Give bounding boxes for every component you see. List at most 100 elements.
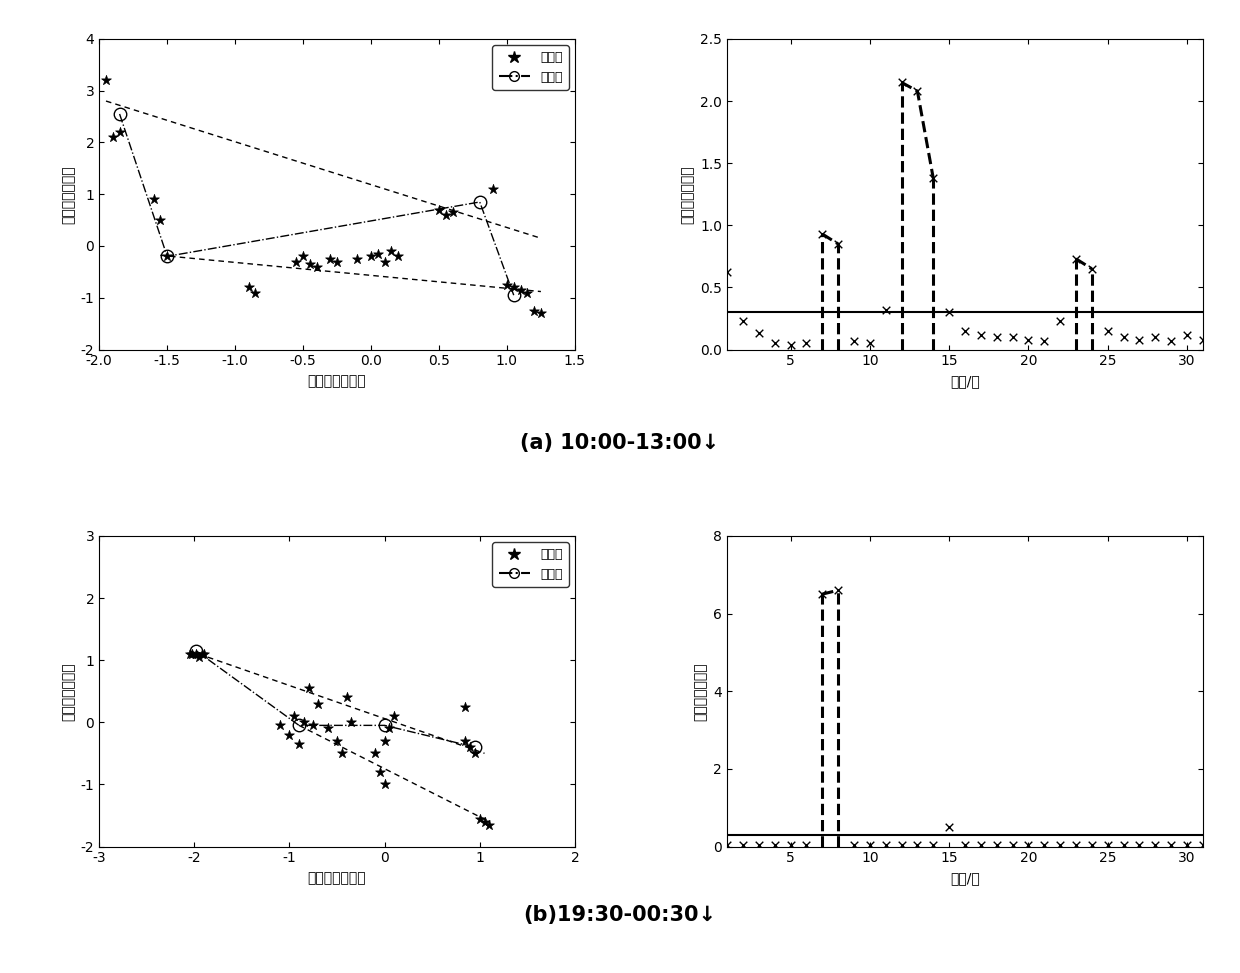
Point	[859, 838, 879, 853]
Point	[317, 721, 337, 737]
Point	[1003, 329, 1023, 344]
Point	[717, 837, 737, 852]
Point	[284, 708, 304, 724]
Point	[1130, 838, 1149, 853]
Point	[480, 817, 500, 833]
Point	[525, 303, 544, 318]
Point	[475, 813, 495, 829]
Point	[1114, 329, 1133, 344]
Point	[286, 254, 306, 270]
Y-axis label: 归一化的波动率: 归一化的波动率	[61, 164, 76, 224]
Point	[379, 721, 399, 737]
Point	[955, 838, 975, 853]
X-axis label: 归一化的屠风率: 归一化的屠风率	[308, 374, 366, 388]
Point	[924, 170, 944, 186]
Point	[103, 129, 123, 145]
Point	[190, 649, 210, 665]
Point	[1130, 332, 1149, 347]
Point	[892, 75, 911, 90]
Point	[531, 306, 551, 321]
Point	[765, 838, 785, 853]
Point	[859, 336, 879, 351]
Point	[1161, 333, 1180, 348]
Point	[429, 202, 449, 218]
Point	[374, 776, 394, 792]
Point	[1097, 838, 1117, 853]
Point	[1034, 838, 1054, 853]
Point	[875, 838, 895, 853]
Point	[144, 192, 164, 207]
Point	[717, 265, 737, 280]
Point	[892, 838, 911, 853]
X-axis label: 时间/天: 时间/天	[950, 374, 980, 388]
Point	[1003, 838, 1023, 853]
Point	[299, 680, 319, 696]
Point	[1177, 327, 1197, 342]
Point	[765, 336, 785, 351]
Legend: 原数据, 类中心: 原数据, 类中心	[492, 542, 569, 587]
Point	[1081, 838, 1101, 853]
Point	[1018, 838, 1038, 853]
Point	[455, 733, 475, 748]
Point	[749, 326, 769, 342]
Point	[239, 279, 259, 295]
Point	[470, 811, 490, 826]
Y-axis label: 归一化的波动率: 归一化的波动率	[61, 662, 76, 721]
Point	[294, 714, 314, 730]
Point	[1050, 838, 1070, 853]
Point	[150, 212, 170, 228]
Point	[300, 256, 320, 271]
Point	[828, 583, 848, 598]
Point	[908, 838, 928, 853]
Point	[1081, 261, 1101, 276]
Point	[796, 838, 816, 853]
Point	[924, 838, 944, 853]
Point	[503, 279, 523, 295]
Point	[626, 550, 646, 565]
Point	[1146, 329, 1166, 344]
Point	[971, 838, 991, 853]
Point	[435, 207, 455, 223]
Point	[1066, 838, 1086, 853]
Point	[497, 277, 517, 293]
Point	[812, 226, 832, 241]
Point	[336, 690, 356, 705]
Point	[971, 327, 991, 342]
Point	[1034, 333, 1054, 348]
Point	[289, 737, 309, 752]
Text: (b)19:30-00:30↓: (b)19:30-00:30↓	[523, 905, 717, 924]
Point	[484, 181, 503, 197]
Point	[1018, 332, 1038, 347]
Point	[327, 254, 347, 270]
Point	[939, 305, 959, 320]
Point	[293, 248, 312, 264]
Point	[987, 329, 1007, 344]
Point	[651, 528, 671, 544]
Point	[1177, 838, 1197, 853]
Point	[374, 254, 394, 270]
Point	[109, 125, 129, 140]
Point	[186, 646, 206, 662]
Point	[366, 745, 386, 761]
Y-axis label: 变异离散度系数: 变异离散度系数	[681, 164, 694, 224]
Text: (a) 10:00-13:00↓: (a) 10:00-13:00↓	[521, 433, 719, 452]
Point	[304, 718, 324, 734]
Point	[368, 246, 388, 262]
Point	[180, 646, 200, 662]
Point	[347, 251, 367, 267]
Point	[182, 646, 202, 662]
Point	[955, 323, 975, 339]
Point	[270, 718, 290, 734]
Point	[733, 313, 753, 329]
Point	[374, 733, 394, 748]
Point	[749, 837, 769, 852]
Point	[781, 838, 801, 853]
Legend: 原数据, 类中心: 原数据, 类中心	[492, 45, 569, 90]
Point	[332, 745, 352, 761]
Point	[796, 336, 816, 351]
Point	[388, 248, 408, 264]
Point	[279, 727, 299, 742]
Point	[95, 73, 115, 89]
X-axis label: 归一化的同时率: 归一化的同时率	[308, 871, 366, 884]
Point	[370, 764, 389, 779]
